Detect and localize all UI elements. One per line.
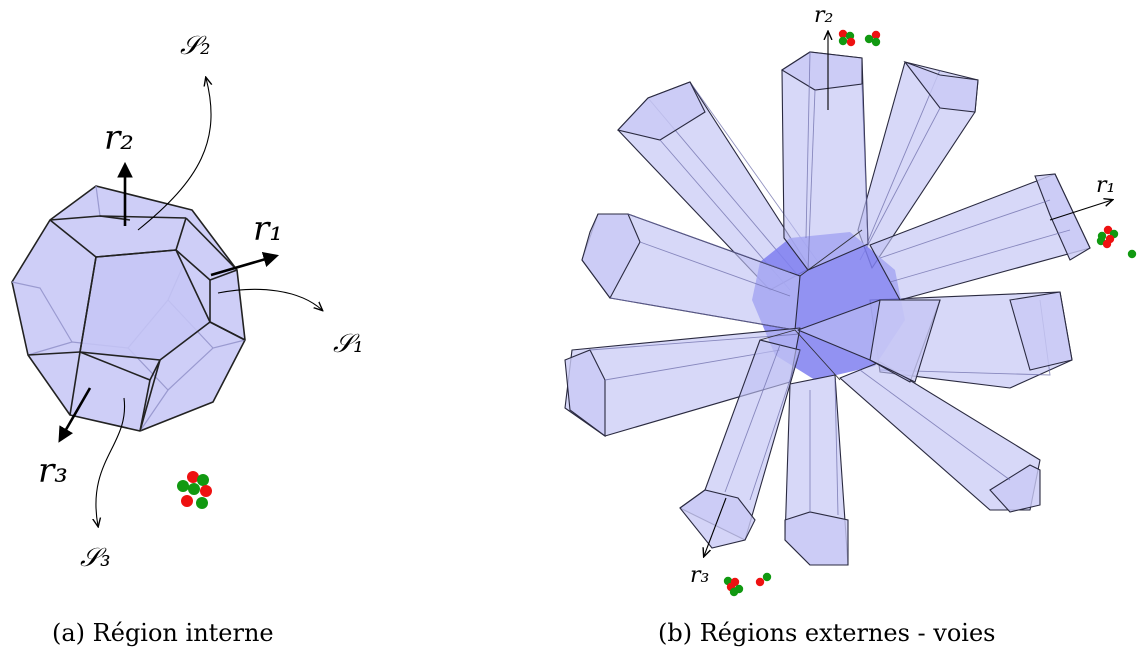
panel-a-internal-region: r₂ r₁ r₃ 𝒮₂ 𝒮₁ 𝒮₃ (a) Région interne [11,31,364,647]
fragments-top [838,29,881,47]
fragments-bottom [723,572,772,597]
caption-a: (a) Région interne [52,619,274,647]
s3-label: 𝒮₃ [80,543,111,573]
s1-leader [217,288,322,310]
channel-upper-right [857,60,979,269]
r3-arrow [58,387,92,443]
fragments-right [1096,225,1137,259]
s1-label: 𝒮₁ [333,329,364,359]
channel-bottom [784,374,849,566]
s2-label: 𝒮₂ [180,31,211,61]
channel-upper-left [616,81,819,291]
r3-label: r₃ [38,451,68,491]
r1-axis-b [1049,200,1112,221]
caption-b: (b) Régions externes - voies [658,619,996,647]
particle-cluster [177,471,212,509]
s2-leader [137,78,211,231]
s3-leader [96,397,126,526]
dodecahedron [11,185,246,432]
r3-axis-b [704,497,727,556]
r2-label-b: r₂ [814,3,833,28]
r1-arrow [210,252,279,277]
channel-top [780,51,869,271]
panel-b-external-regions: r₂ r₁ r₃ [564,3,1137,647]
channel-lower-bottom-right [839,361,1041,513]
r1-label-b: r₁ [1096,173,1115,198]
r3-label-b: r₃ [690,563,709,588]
channel-front-right [797,299,941,383]
channel-lower-left [564,327,801,438]
channel-right [869,173,1091,301]
r1-label: r₁ [253,209,283,249]
r2-label: r₂ [104,118,134,158]
